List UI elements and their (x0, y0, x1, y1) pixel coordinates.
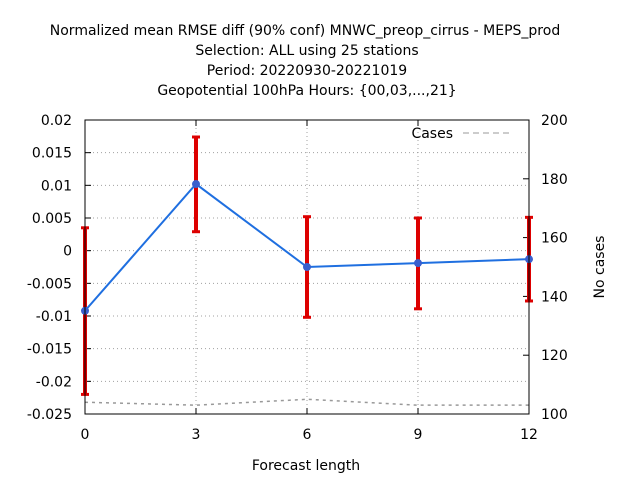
y-tick-label: 0 (63, 244, 72, 260)
y2-tick-label: 100 (541, 407, 568, 423)
y2-tick-label: 140 (541, 289, 568, 305)
x-tick-label: 0 (81, 427, 90, 443)
main-series (81, 180, 533, 315)
legend: Cases (411, 126, 513, 142)
y-tick-label: -0.01 (36, 309, 72, 325)
legend-label-cases: Cases (411, 126, 453, 142)
y-tick-label: -0.02 (36, 374, 72, 390)
y2-tick-label: 120 (541, 348, 568, 364)
data-point (414, 259, 422, 268)
plot-frame (84, 119, 530, 415)
y2-tick-label: 180 (541, 172, 568, 188)
y2-tick-label: 200 (541, 113, 568, 129)
x-tick-label: 6 (303, 427, 312, 443)
y-tick-label: -0.015 (27, 342, 72, 358)
chart-title: Normalized mean RMSE diff (90% conf) MNW… (50, 23, 560, 99)
y-tick-label: 0.02 (41, 113, 72, 129)
x-tick-label: 9 (414, 427, 423, 443)
title-line-3: Period: 20220930-20221019 (207, 63, 407, 79)
x-tick-label: 12 (520, 427, 538, 443)
title-line-2: Selection: ALL using 25 stations (195, 43, 418, 59)
data-point (192, 180, 200, 189)
data-point (303, 263, 311, 271)
y-tick-label: 0.01 (41, 178, 72, 194)
title-line-1: Normalized mean RMSE diff (90% conf) MNW… (50, 23, 560, 39)
title-line-4: Geopotential 100hPa Hours: {00,03,...,21… (157, 83, 456, 99)
axes: -0.025 -0.02 -0.015 -0.01 -0.005 0 0.005 0.01 0.… (27, 113, 568, 443)
y-tick-label: 0.015 (32, 146, 72, 162)
y-tick-label: 0.005 (32, 211, 72, 227)
x-tick-label: 3 (192, 427, 201, 443)
x-axis-label: Forecast length (252, 458, 360, 474)
y2-axis-label: No cases (592, 236, 608, 299)
y2-tick-label: 160 (541, 231, 568, 247)
y-tick-label: -0.005 (27, 276, 72, 292)
y-tick-label: -0.025 (27, 407, 72, 423)
